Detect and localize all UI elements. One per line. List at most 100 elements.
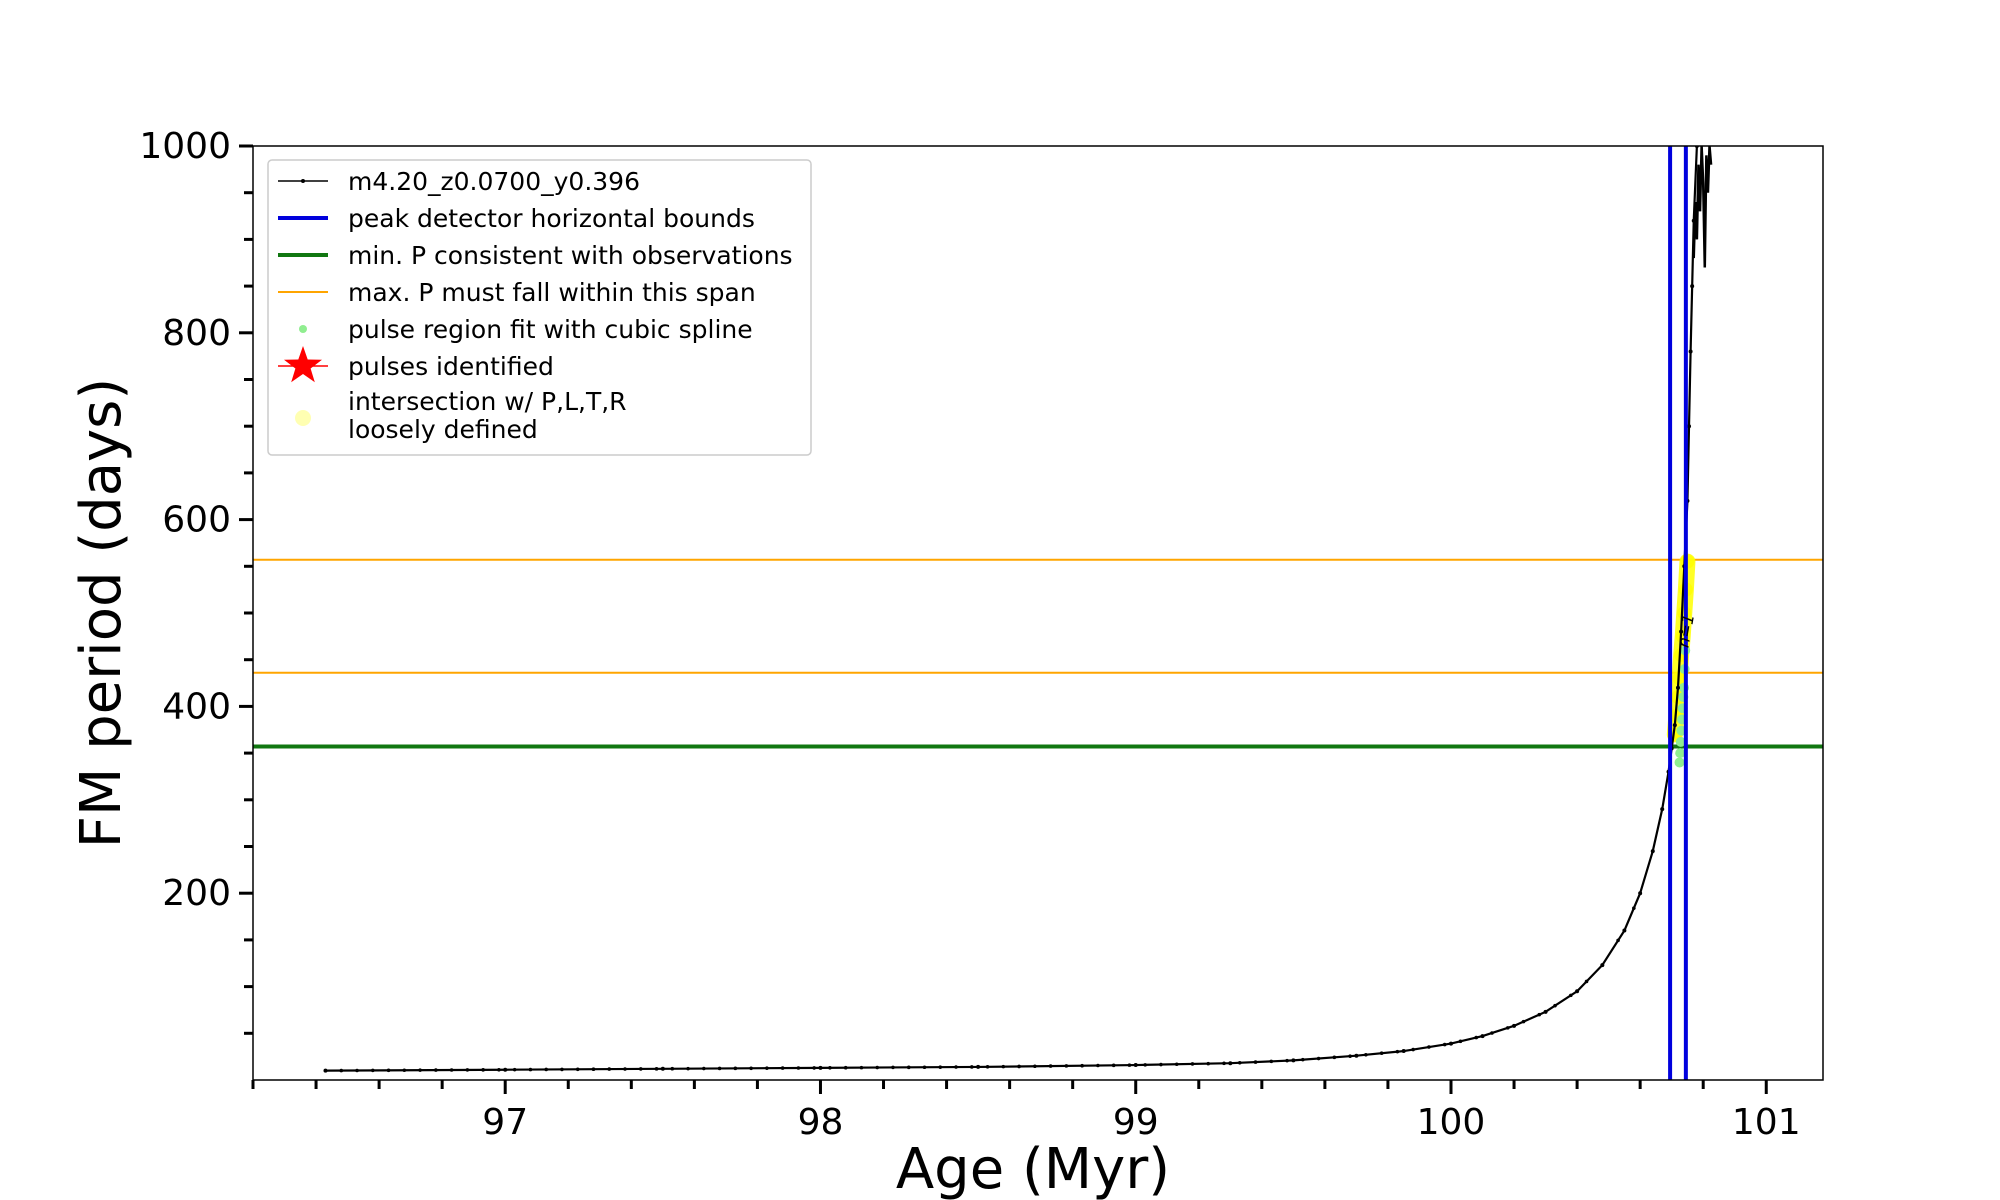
legend-label-series: m4.20_z0.0700_y0.396 [348,167,640,196]
series-marker [733,1066,738,1071]
plot-layer: n=1 [253,146,1823,1080]
series-point [1679,629,1684,634]
series-marker [780,1066,785,1070]
x-axis-label: Age (Myr) [896,1137,1170,1200]
legend-handle-pulse-fit [299,325,307,333]
series-marker [544,1067,548,1072]
series-marker [386,1068,391,1073]
series-point [1354,1053,1359,1058]
series-point [1133,1063,1138,1068]
legend-handle-intersection [295,410,311,426]
series-point [1480,1034,1485,1039]
series-marker [875,1065,880,1070]
series-marker [1096,1063,1100,1068]
series-marker [623,1067,627,1071]
y-tick-label: 200 [162,873,231,914]
series-point [1690,284,1695,289]
series-point [1687,424,1692,429]
series-point [1622,928,1627,933]
series-marker [1474,1035,1479,1040]
series-marker [1285,1058,1289,1063]
series-point [660,1066,665,1071]
pulse-fit-point [1675,748,1686,759]
series-marker [1301,1057,1305,1062]
series-point [1512,1023,1517,1028]
series-marker [1190,1062,1195,1066]
x-tick-label: 99 [1113,1102,1159,1143]
series-point [1543,1009,1548,1014]
series-point [818,1065,823,1070]
y-tick-label: 1000 [139,126,231,167]
series-marker [481,1068,485,1072]
series-marker [1458,1039,1463,1044]
series-marker [749,1066,753,1071]
pulse-fit-point [1675,736,1686,747]
series-marker [1159,1062,1163,1067]
series-marker [1174,1062,1179,1067]
y-tick-label: 800 [162,313,231,354]
series-marker [355,1068,359,1073]
series-noisy-tail [1692,146,1713,268]
y-axis-label: FM period (days) [69,378,134,848]
x-tick-label: 101 [1732,1102,1801,1143]
series-marker [1111,1063,1116,1068]
series-marker [591,1067,596,1072]
legend-label-intersection-0: intersection w/ P,L,T,R [348,387,627,416]
series-marker [654,1067,659,1071]
series-marker [1001,1064,1006,1069]
series-marker [1033,1064,1037,1069]
series-point [1660,807,1665,812]
series-marker [370,1068,375,1073]
series-marker [638,1067,643,1071]
series-marker [1616,938,1620,943]
series-marker [922,1065,927,1070]
series-marker [702,1066,706,1071]
series-marker [1379,1051,1384,1056]
y-tick-label: 600 [162,500,231,541]
series-point [503,1067,508,1072]
x-tick-label: 97 [482,1102,528,1143]
series-point [1401,1049,1406,1054]
series-marker [1048,1064,1053,1068]
series-marker [765,1066,769,1070]
series-marker [717,1066,722,1071]
series-marker [607,1067,612,1071]
legend-label-min-period: min. P consistent with observations [348,241,793,270]
series-marker [1269,1059,1274,1064]
series-marker [1017,1064,1021,1069]
series-marker [1064,1064,1069,1068]
series-marker [1568,993,1573,998]
series-marker [434,1068,438,1072]
axes: 97 98 99 100 101 200 400 600 800 1000 [139,126,1800,1143]
series-marker [985,1065,990,1069]
x-tick-label: 100 [1417,1102,1486,1143]
legend-label-pulse-fit: pulse region fit with cubic spline [348,315,753,344]
series-marker [1080,1063,1084,1068]
series-marker [1505,1026,1510,1030]
series-marker [1584,979,1589,984]
series-marker [1490,1031,1494,1035]
series-point [1638,891,1643,896]
series-marker [1253,1060,1258,1064]
series-marker [528,1067,533,1072]
series-marker [465,1068,470,1072]
x-tick-label: 98 [798,1102,844,1143]
legend-handle-series-marker [301,179,305,183]
series-marker [418,1068,422,1072]
series-marker [954,1065,958,1069]
series-marker [1600,963,1605,967]
legend-box [267,159,812,456]
series-marker [497,1067,501,1072]
series-marker [906,1065,911,1070]
series-marker [575,1067,580,1072]
series-marker [1537,1012,1542,1017]
series-marker [512,1067,517,1072]
series-point [976,1064,981,1069]
series-marker [1237,1060,1242,1065]
series-marker [339,1068,344,1073]
series-point [1675,685,1680,690]
series-marker [1316,1056,1321,1061]
series-point [1291,1058,1296,1063]
